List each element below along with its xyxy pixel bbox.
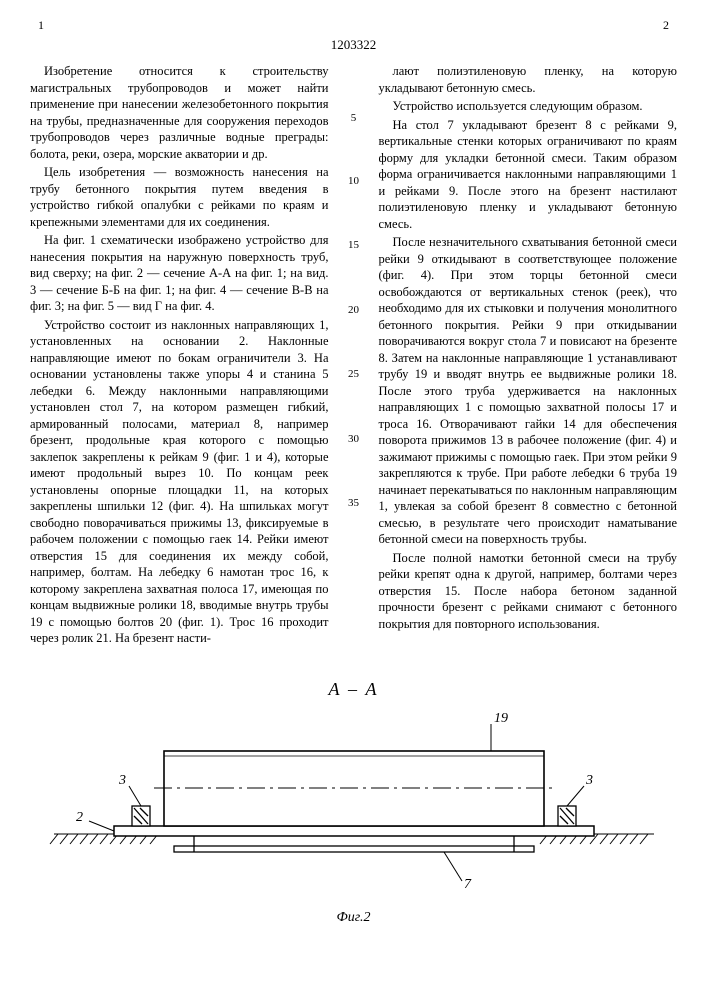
- para: лают полиэтиленовую пленку, на которую у…: [379, 63, 678, 96]
- figure-caption: Фиг.2: [30, 910, 677, 926]
- lineno: 10: [345, 174, 363, 189]
- label-3-right: 3: [585, 773, 593, 788]
- lineno: 25: [345, 367, 363, 382]
- para: На фиг. 1 схематически изображено устрой…: [30, 232, 329, 315]
- text-columns: Изобретение относится к строительству ма…: [30, 63, 677, 649]
- para: Устройство используется следующим образо…: [379, 98, 678, 115]
- left-column: Изобретение относится к строительству ма…: [30, 63, 329, 649]
- para: Цель изобретения — возможность нанесения…: [30, 164, 329, 230]
- para: Устройство состоит из наклонных направля…: [30, 317, 329, 647]
- leader-3-right: [567, 786, 584, 806]
- table-7: [174, 846, 534, 852]
- line-number-gutter: 5 10 15 20 25 30 35: [345, 63, 363, 649]
- leader-3-left: [129, 786, 141, 806]
- figure-svg: 19 3 3 2 7: [44, 706, 664, 906]
- para: После полной намотки бетонной смеси на т…: [379, 550, 678, 633]
- right-column: лают полиэтиленовую пленку, на которую у…: [379, 63, 678, 649]
- para: Изобретение относится к строительству ма…: [30, 63, 329, 162]
- limiter-left: [132, 806, 150, 826]
- col-num-2: 2: [663, 18, 669, 33]
- pipe-19: [154, 751, 554, 826]
- section-label: А – А: [30, 679, 677, 700]
- document-number: 1203322: [30, 37, 677, 53]
- col-num-1: 1: [38, 18, 44, 33]
- label-3-left: 3: [118, 773, 126, 788]
- label-2: 2: [76, 810, 83, 825]
- para: На стол 7 укладывают брезент 8 с рейками…: [379, 117, 678, 233]
- limiter-right: [558, 806, 576, 826]
- lineno: 35: [345, 496, 363, 511]
- para: После незначительного схватывания бетонн…: [379, 234, 678, 548]
- lineno: 5: [345, 111, 363, 126]
- base-slab: [114, 826, 594, 836]
- lineno: 15: [345, 238, 363, 253]
- lineno: 20: [345, 303, 363, 318]
- figure-area: А – А: [30, 679, 677, 926]
- lineno: 30: [345, 432, 363, 447]
- label-7: 7: [464, 877, 472, 892]
- leader-2: [89, 821, 114, 831]
- leader-7: [444, 852, 462, 881]
- label-19: 19: [494, 711, 508, 726]
